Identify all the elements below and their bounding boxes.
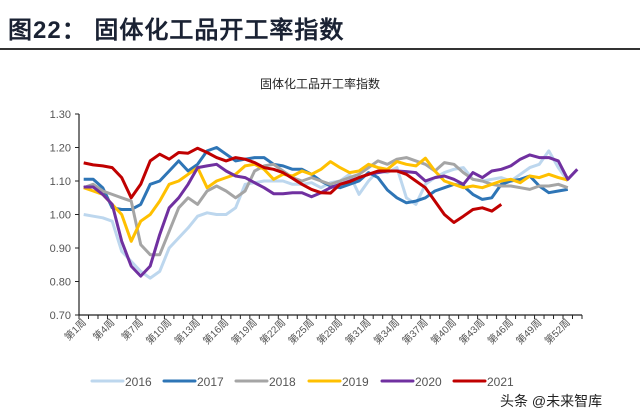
- y-tick-label: 1.30: [50, 109, 71, 121]
- x-tick-label: 第34周: [371, 316, 402, 347]
- x-tick-label: 第10周: [143, 316, 174, 347]
- x-tick-label: 第13周: [172, 316, 203, 347]
- x-tick-label: 第40周: [428, 316, 459, 347]
- legend-label: 2018: [269, 375, 296, 389]
- legend-item-2016: 2016: [90, 375, 152, 389]
- series-line-2016: [83, 149, 570, 280]
- series-line-2020: [83, 153, 579, 278]
- x-tick-label: 第49周: [513, 316, 544, 347]
- x-tick-label: 第43周: [456, 316, 487, 347]
- y-tick-label: 0.80: [50, 277, 71, 289]
- legend-label: 2020: [415, 375, 442, 389]
- y-tick-label: 0.90: [50, 243, 71, 255]
- legend-item-2021: 2021: [452, 375, 514, 389]
- x-tick-label: 第31周: [342, 316, 373, 347]
- legend-label: 2019: [342, 375, 369, 389]
- legend-item-2020: 2020: [380, 375, 442, 389]
- figure-header: 图22： 固体化工品开工率指数: [8, 17, 345, 44]
- series-line-2019: [83, 156, 569, 243]
- legend-label: 2021: [487, 375, 514, 389]
- y-tick-label: 1.10: [50, 176, 71, 188]
- x-tick-label: 第19周: [228, 316, 259, 347]
- series-line-2021: [83, 146, 503, 224]
- x-tick-label: 第7周: [119, 316, 146, 343]
- series-line-2018: [83, 156, 569, 257]
- y-tick-label: 1.20: [50, 143, 71, 155]
- watermark: 头条 @未来智库: [500, 393, 603, 409]
- x-tick-label: 第4周: [90, 316, 117, 343]
- x-tick-label: 第22周: [257, 316, 288, 347]
- y-tick-label: 0.70: [50, 310, 71, 322]
- legend-item-2018: 2018: [234, 375, 296, 389]
- x-tick-label: 第52周: [542, 316, 573, 347]
- x-tick-label: 第46周: [485, 316, 516, 347]
- legend-item-2017: 2017: [162, 375, 224, 389]
- legend-label: 2016: [125, 375, 152, 389]
- y-tick-label: 1.00: [50, 210, 71, 222]
- legend-label: 2017: [197, 375, 224, 389]
- legend-item-2019: 2019: [307, 375, 369, 389]
- x-tick-label: 第25周: [285, 316, 316, 347]
- x-tick-label: 第37周: [399, 316, 430, 347]
- chart-title: 固体化工品开工率指数: [260, 76, 380, 91]
- x-tick-label: 第16周: [200, 316, 231, 347]
- header-divider: [0, 48, 640, 50]
- x-tick-label: 第28周: [314, 316, 345, 347]
